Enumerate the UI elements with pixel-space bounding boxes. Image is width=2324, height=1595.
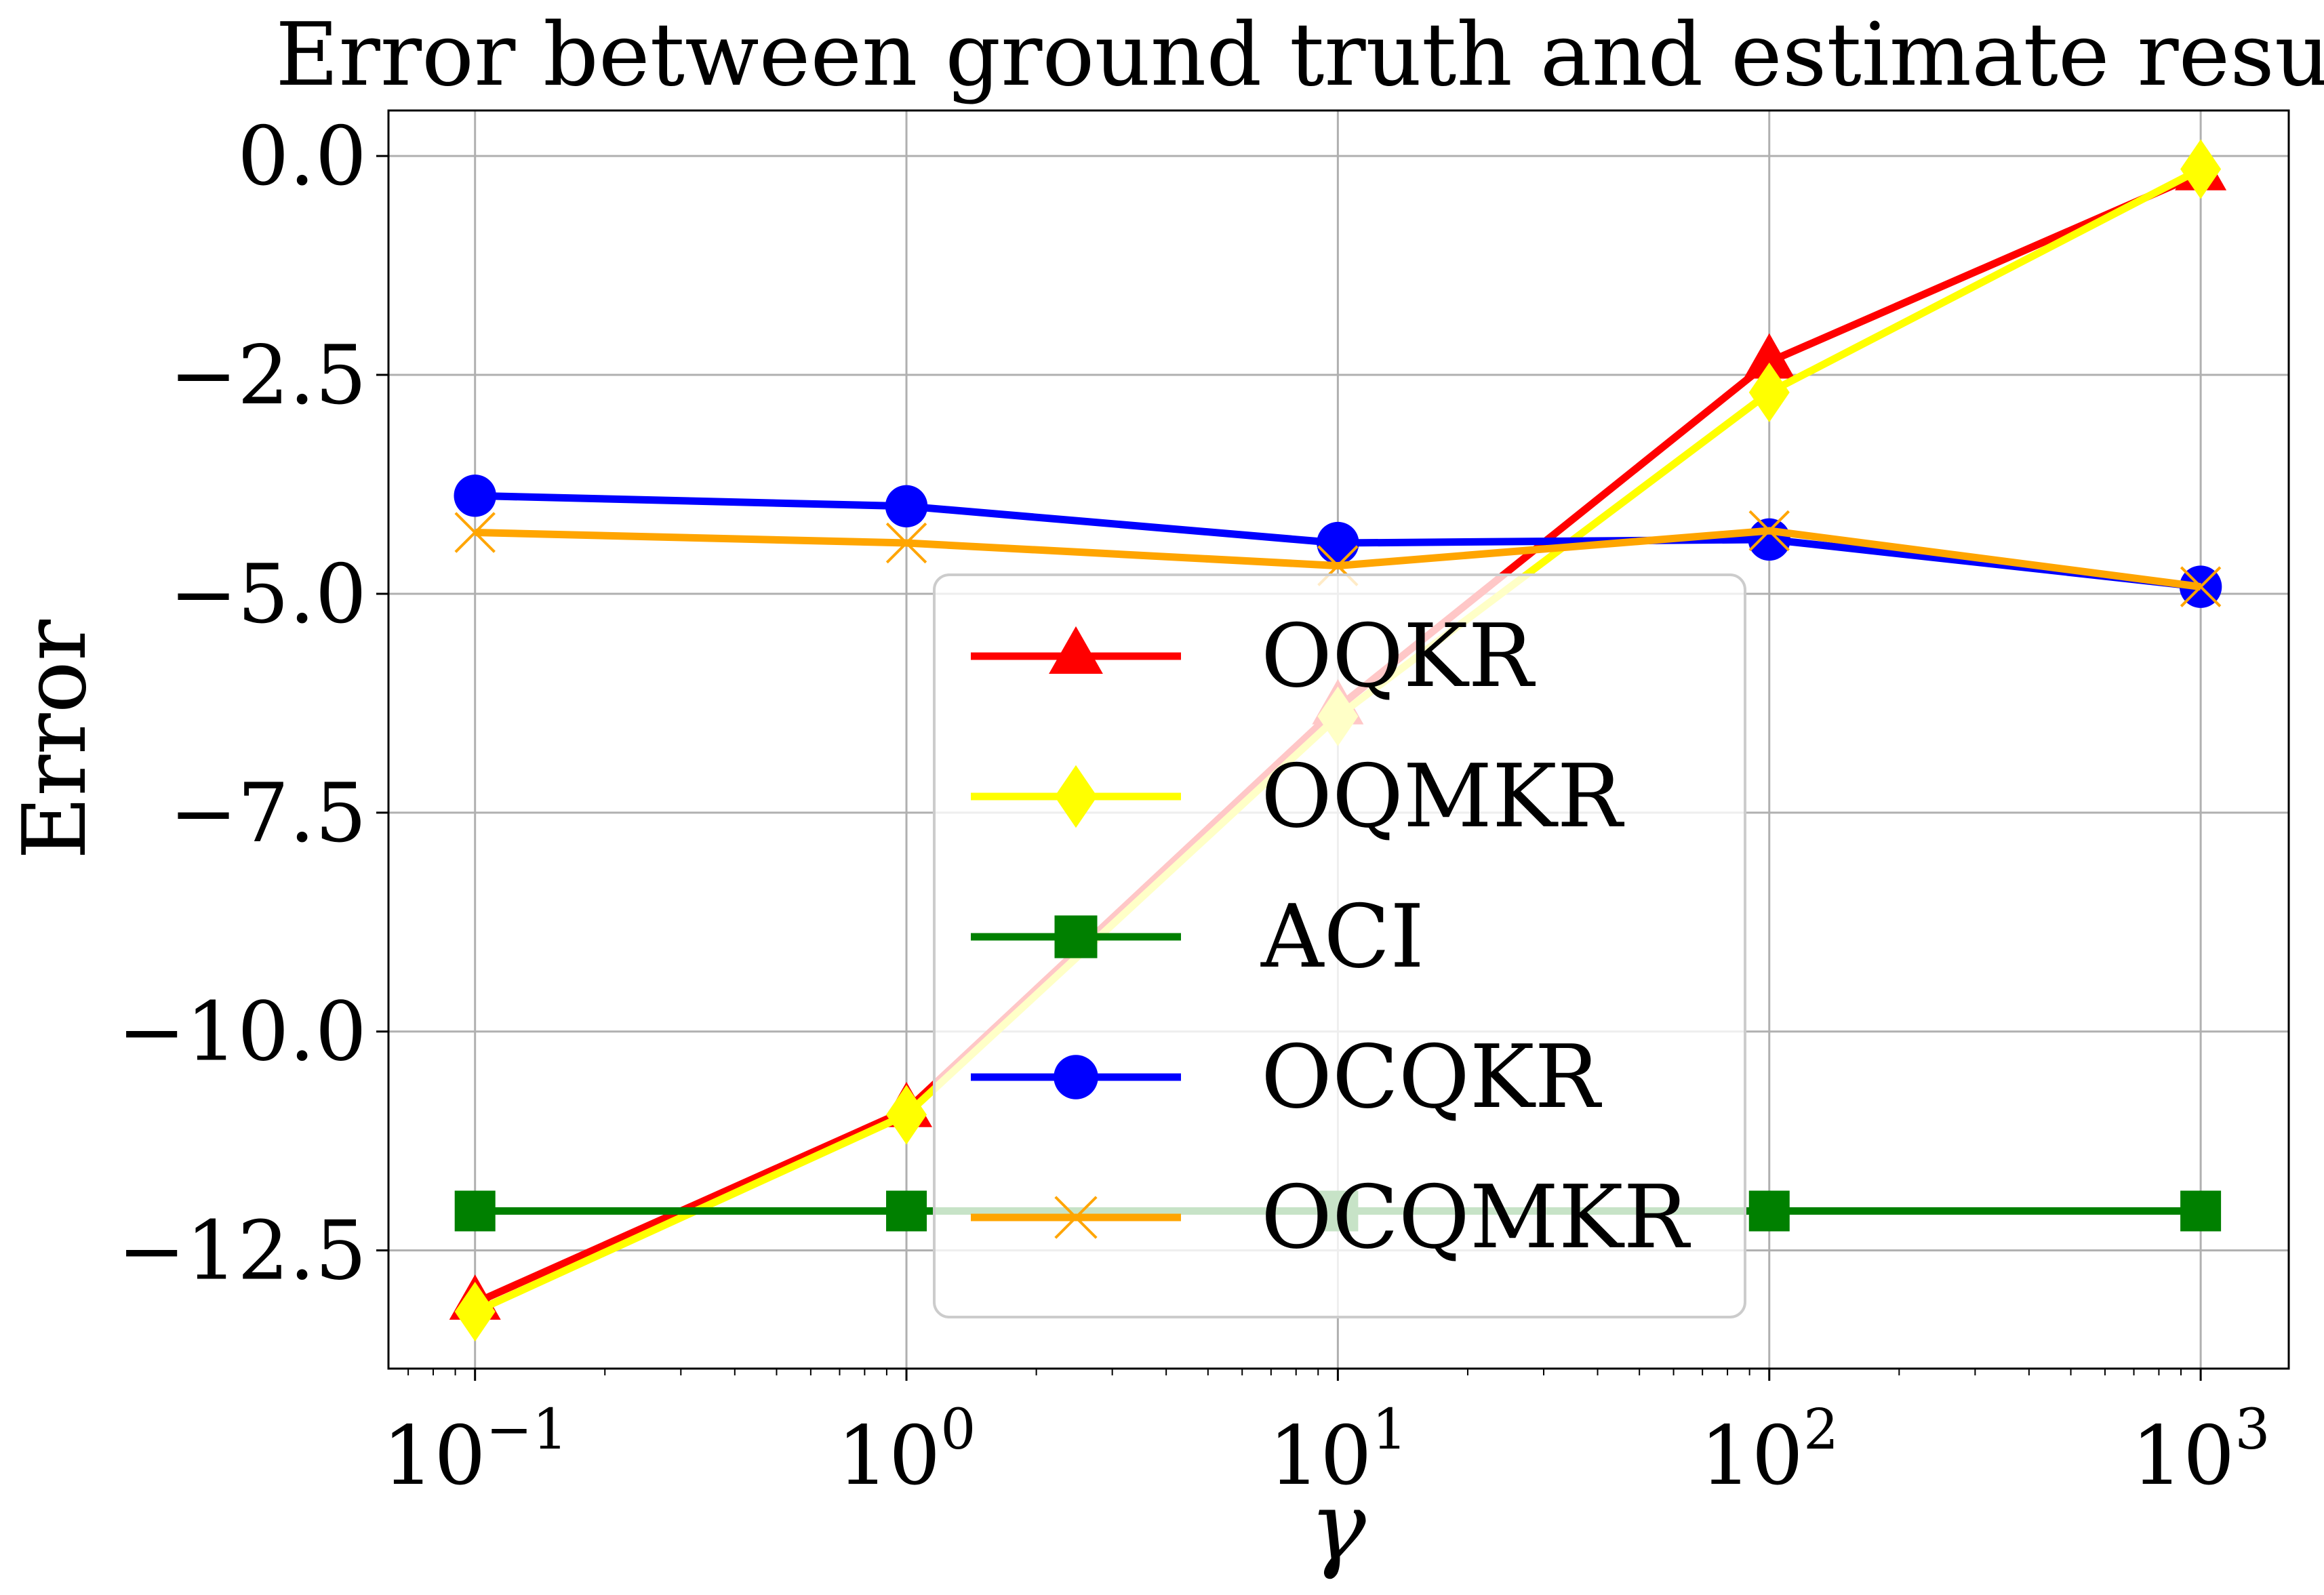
x-tick-label-exponent: 0: [940, 1398, 976, 1462]
x-tick-label-exponent: 1: [1372, 1398, 1407, 1462]
legend-marker: [1054, 1055, 1098, 1099]
data-point: [885, 485, 928, 527]
legend-label: ACI: [1260, 887, 1424, 988]
data-point: [1743, 333, 1795, 379]
series-ocqmkr: [454, 510, 2222, 607]
y-tick-label: −7.5: [169, 767, 367, 861]
y-tick-label: −5.0: [169, 548, 367, 642]
legend-marker: [1054, 915, 1098, 958]
data-point: [886, 1190, 927, 1232]
legend-item: OQMKR: [971, 746, 1625, 847]
y-tick-label: −10.0: [117, 986, 367, 1080]
y-tick-label: −2.5: [169, 329, 367, 423]
y-axis: 0.0 −2.5 −5.0 −7.5 −10.0 −12.5: [117, 110, 388, 1299]
x-axis: 10−1 100 101 102 103: [382, 1369, 2270, 1503]
x-axis-label: γ: [1309, 1472, 1366, 1582]
x-tick-label-base: 10: [837, 1409, 941, 1503]
data-point: [1317, 521, 1359, 565]
data-point: [2180, 1190, 2222, 1232]
x-marker-stroke: [454, 512, 496, 553]
data-point: [454, 1190, 496, 1232]
legend-item: OCQKR: [971, 1027, 1602, 1128]
legend-label: OCQMKR: [1261, 1167, 1691, 1268]
data-point: [1748, 1190, 1790, 1232]
data-point: [454, 1282, 496, 1342]
legend-label: OQMKR: [1261, 746, 1625, 847]
data-point: [886, 1085, 927, 1145]
x-tick-label-base: 10: [382, 1409, 486, 1503]
x-tick-label-exponent: −1: [486, 1398, 568, 1462]
x-tick-label-base: 10: [2131, 1409, 2235, 1503]
y-tick-label: −12.5: [117, 1205, 367, 1299]
x-tick-label: 101: [1268, 1398, 1407, 1503]
data-point: [1748, 510, 1790, 552]
data-point: [454, 512, 496, 553]
x-tick-label-base: 10: [1268, 1409, 1372, 1503]
data-point: [1748, 362, 1790, 422]
legend-box: [933, 573, 1746, 1318]
data-point: [454, 475, 496, 517]
x-tick-label: 10−1: [382, 1398, 568, 1503]
legend-item: OQKR: [971, 606, 1536, 707]
x-tick-label-exponent: 3: [2235, 1398, 2270, 1462]
x-tick-label-exponent: 2: [1803, 1398, 1839, 1462]
legend-item: OCQMKR: [971, 1167, 1691, 1268]
x-marker-stroke: [885, 522, 927, 564]
x-tick-label: 102: [1700, 1398, 1839, 1503]
x-tick-label: 103: [2131, 1398, 2270, 1503]
data-point: [885, 522, 927, 564]
data-point: [2180, 566, 2222, 607]
x-marker-stroke: [2180, 566, 2222, 607]
x-marker-stroke: [1054, 1196, 1098, 1239]
legend-marker: [1054, 765, 1098, 828]
legend-marker: [1054, 1196, 1098, 1239]
y-axis-label: Error: [5, 619, 106, 860]
legend-item: ACI: [971, 887, 1424, 988]
data-point: [2180, 139, 2222, 199]
data-point: [1748, 518, 1790, 561]
legend-label: OCQKR: [1261, 1027, 1602, 1128]
y-tick-label: 0.0: [237, 110, 367, 204]
legend: OQKR OQMKR ACI OCQKR OCQMKR: [933, 573, 1746, 1318]
x-marker-stroke: [1748, 510, 1790, 552]
legend-marker: [1049, 626, 1103, 674]
chart-title: Error between ground truth and estimate …: [275, 5, 2324, 106]
legend-label: OQKR: [1261, 606, 1536, 707]
x-tick-label: 100: [837, 1398, 976, 1503]
x-tick-label-base: 10: [1700, 1409, 1803, 1503]
